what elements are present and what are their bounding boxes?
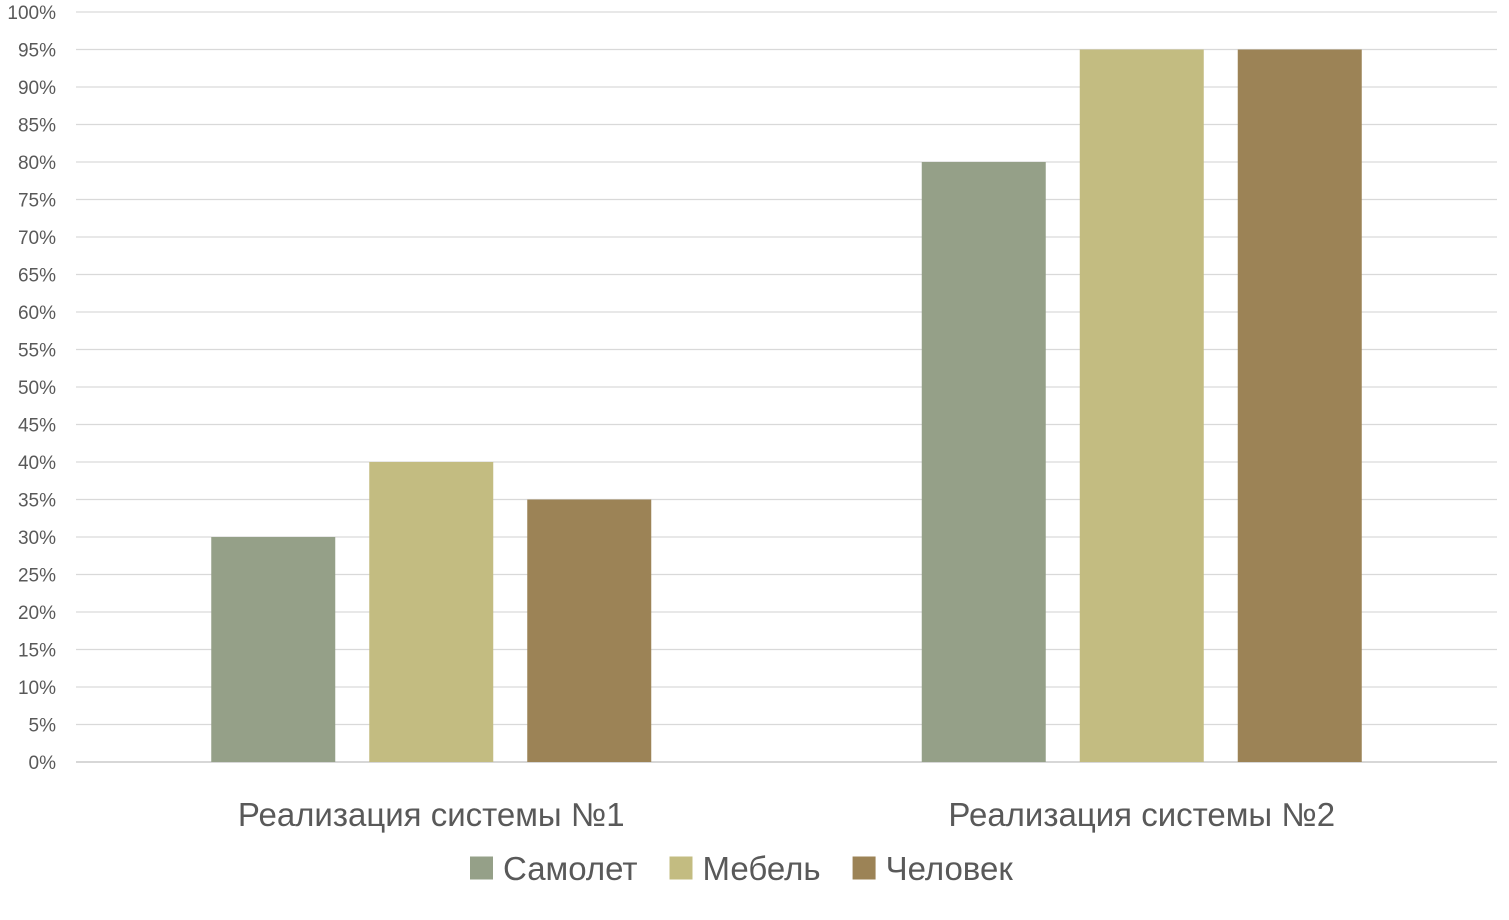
y-tick-label: 100% <box>7 3 56 24</box>
y-tick-label: 80% <box>18 153 56 174</box>
y-tick-label: 15% <box>18 641 56 662</box>
y-tick-label: 5% <box>29 716 57 737</box>
legend-item: Мебель <box>669 850 821 887</box>
bar-1-1 <box>211 537 336 762</box>
x-axis: Реализация системы №1 Реализация системы … <box>238 796 1335 833</box>
bar-2-1 <box>369 462 494 762</box>
y-tick-label: 55% <box>18 341 56 362</box>
y-tick-label: 25% <box>18 566 56 587</box>
y-tick-label: 95% <box>18 41 56 62</box>
legend-label: Самолет <box>503 850 638 887</box>
y-tick-label: 10% <box>18 678 56 699</box>
legend-label: Человек <box>886 850 1014 887</box>
bars <box>211 49 1362 762</box>
y-tick-label: 75% <box>18 191 56 212</box>
y-tick-label: 60% <box>18 303 56 324</box>
y-tick-label: 45% <box>18 416 56 437</box>
category-label: Реализация системы №1 <box>238 796 625 833</box>
legend-swatch <box>470 856 493 880</box>
legend-swatch <box>852 856 876 880</box>
y-tick-label: 85% <box>18 116 56 137</box>
y-tick-label: 20% <box>18 603 56 624</box>
y-tick-label: 30% <box>18 528 56 549</box>
bar-1-2 <box>921 162 1046 762</box>
legend-item: Человек <box>852 850 1014 887</box>
y-axis: 0% 5% 10% 15% 20% 25% 30% 35% 40% 45% 50% 55% 60% 65%… <box>7 3 56 774</box>
bar-3-1 <box>527 499 652 762</box>
bar-2-2 <box>1079 49 1204 762</box>
y-tick-label: 70% <box>18 228 56 249</box>
legend-item: Самолет <box>470 850 638 887</box>
legend: Самолет Мебель Человек <box>470 850 1013 887</box>
category-label: Реализация системы №2 <box>948 796 1335 833</box>
y-tick-label: 90% <box>18 78 56 99</box>
y-tick-label: 65% <box>18 266 56 287</box>
legend-label: Мебель <box>703 850 821 887</box>
y-tick-label: 0% <box>29 753 57 774</box>
legend-swatch <box>669 856 693 880</box>
bar-3-2 <box>1237 49 1362 762</box>
y-tick-label: 40% <box>18 453 56 474</box>
y-tick-label: 50% <box>18 378 56 399</box>
y-tick-label: 35% <box>18 491 56 512</box>
